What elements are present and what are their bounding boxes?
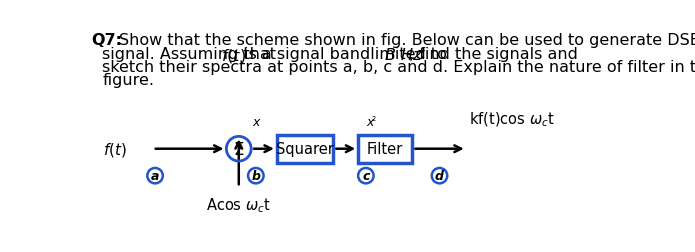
Text: kf(t)cos $\omega_c$t: kf(t)cos $\omega_c$t <box>469 110 555 129</box>
Bar <box>277 135 334 163</box>
Text: $f(t)$: $f(t)$ <box>104 140 127 158</box>
Text: d: d <box>435 170 444 182</box>
Text: figure.: figure. <box>102 72 154 87</box>
Text: $B\ Hz$: $B\ Hz$ <box>384 46 423 62</box>
Text: signal. Assuming that: signal. Assuming that <box>102 46 281 61</box>
Text: x: x <box>252 115 259 129</box>
Text: is a signal bandlimited to: is a signal bandlimited to <box>244 46 452 61</box>
Text: sketch their spectra at points a, b, c and d. Explain the nature of filter in th: sketch their spectra at points a, b, c a… <box>102 59 695 74</box>
Text: b: b <box>252 170 261 182</box>
Text: Show that the scheme shown in fig. Below can be used to generate DSB-SC: Show that the scheme shown in fig. Below… <box>120 33 695 48</box>
Text: Acos $\omega_c$t: Acos $\omega_c$t <box>206 195 271 214</box>
Text: Q7:: Q7: <box>91 33 122 48</box>
Bar <box>358 135 412 163</box>
Text: a: a <box>151 170 159 182</box>
Text: c: c <box>362 170 370 182</box>
Text: Filter: Filter <box>367 142 403 156</box>
Text: $\Sigma$: $\Sigma$ <box>233 140 245 158</box>
Text: $^2$: $^2$ <box>371 115 377 125</box>
Text: $x$: $x$ <box>366 115 376 129</box>
Text: , find the signals and: , find the signals and <box>409 46 578 61</box>
Text: Squarer: Squarer <box>276 142 334 156</box>
Text: $f(t)$: $f(t)$ <box>221 46 246 64</box>
